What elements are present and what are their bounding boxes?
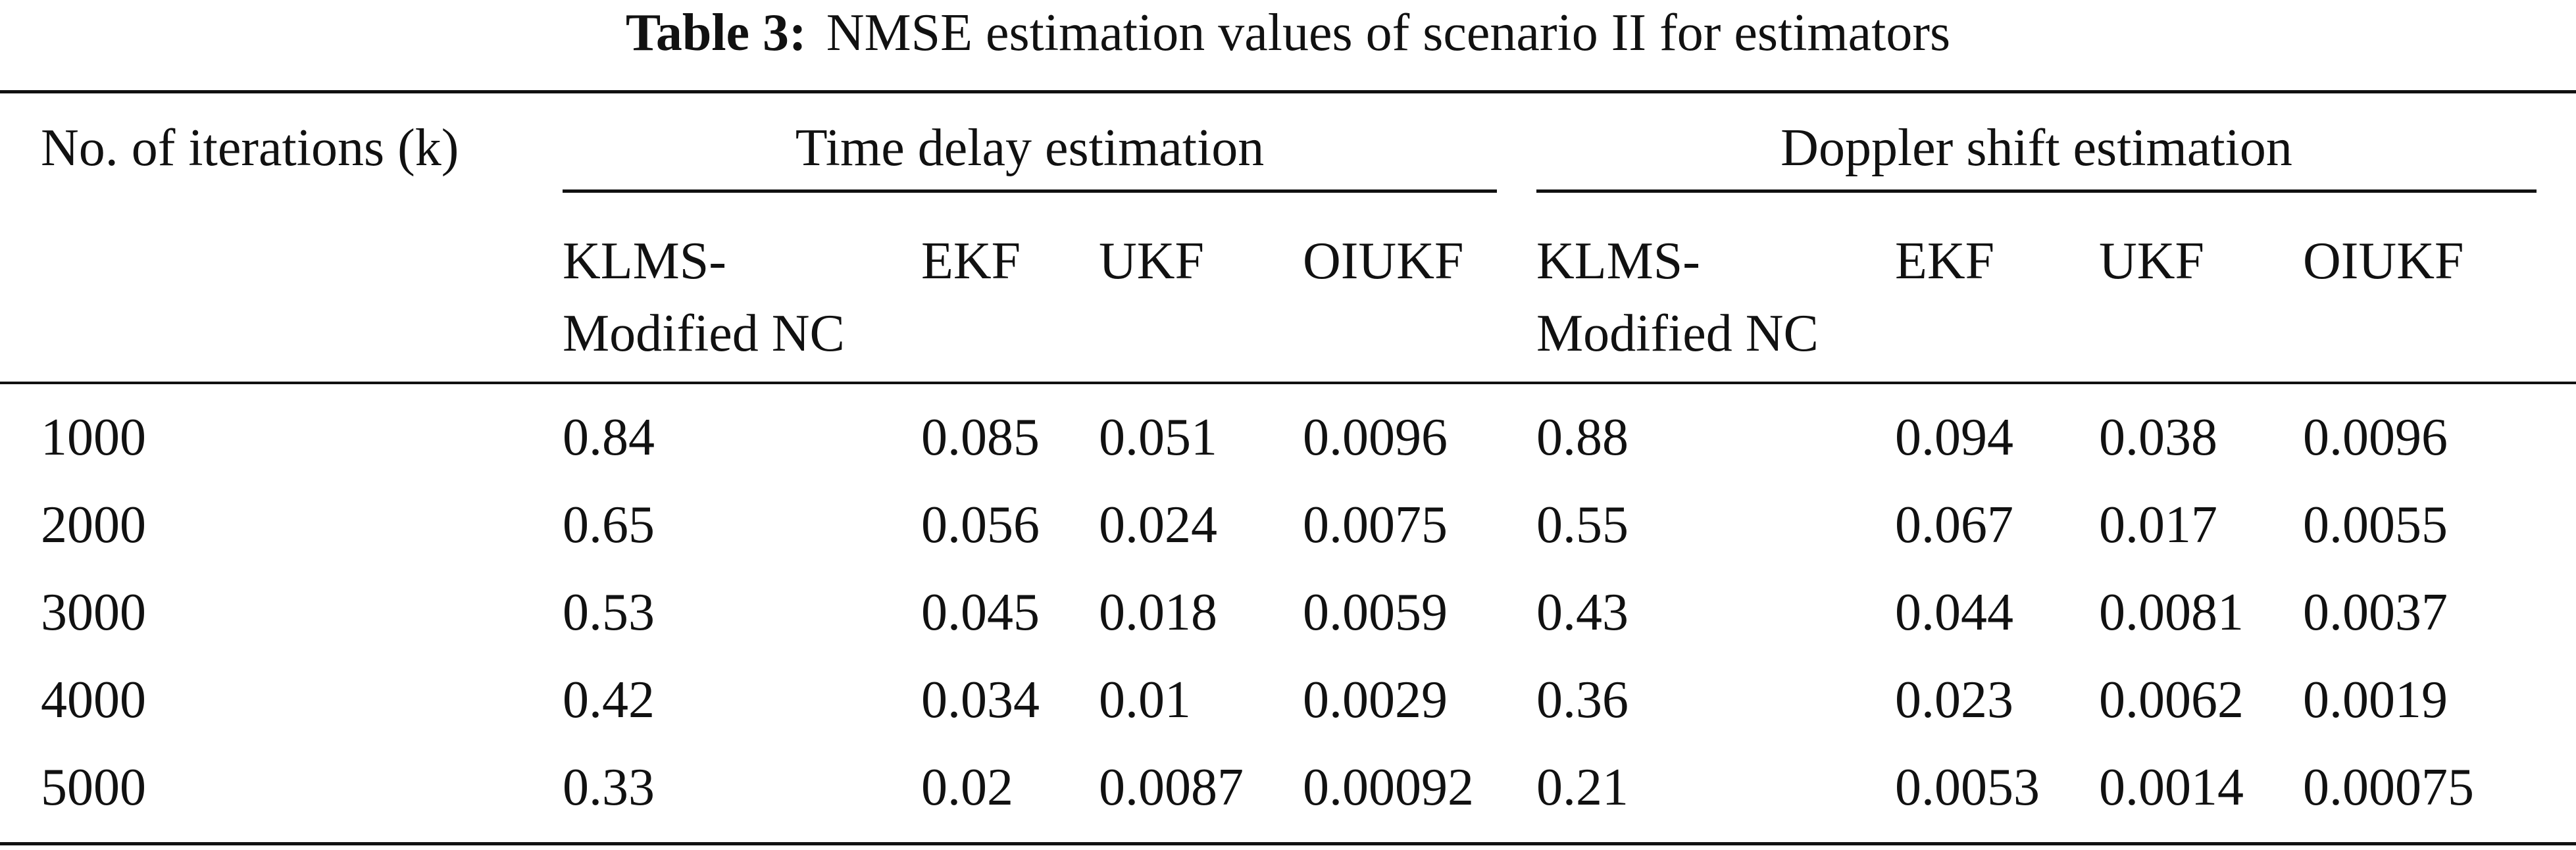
table-cell: 0.0096 bbox=[1303, 409, 1448, 466]
column-header-time-klms: KLMS- Modified NC bbox=[563, 225, 845, 370]
caption-label: Table 3: bbox=[625, 4, 807, 62]
table-cell: 0.085 bbox=[921, 409, 1040, 466]
column-header-doppler-oiukf: OIUKF bbox=[2303, 225, 2463, 297]
table-cell: 0.65 bbox=[563, 496, 655, 554]
row-iterations: 3000 bbox=[41, 584, 146, 641]
table-cell: 0.55 bbox=[1536, 496, 1629, 554]
column-header-line: UKF bbox=[1099, 232, 1205, 290]
column-header-line: KLMS- bbox=[563, 232, 726, 290]
group-header-time-delay: Time delay estimation bbox=[795, 119, 1265, 177]
row-iterations: 1000 bbox=[41, 409, 146, 466]
row-iterations: 2000 bbox=[41, 496, 146, 554]
column-header-doppler-ukf: UKF bbox=[2099, 225, 2204, 297]
table-header-rule bbox=[0, 382, 2576, 384]
table-cell: 0.00092 bbox=[1303, 759, 1474, 816]
table-cell: 0.017 bbox=[2099, 496, 2217, 554]
table-cell: 0.038 bbox=[2099, 409, 2217, 466]
column-header-doppler-ekf: EKF bbox=[1895, 225, 1994, 297]
column-header-doppler-klms: KLMS- Modified NC bbox=[1536, 225, 1819, 370]
column-header-line: KLMS- bbox=[1536, 232, 1700, 290]
column-header-time-oiukf: OIUKF bbox=[1303, 225, 1463, 297]
table-cell: 0.0014 bbox=[2099, 759, 2244, 816]
table-caption: Table 3: NMSE estimation values of scenar… bbox=[0, 0, 2576, 84]
column-header-line: UKF bbox=[2099, 232, 2205, 290]
group-rule-doppler-shift bbox=[1536, 189, 2537, 193]
table-cell: 0.024 bbox=[1099, 496, 1217, 554]
table-cell: 0.36 bbox=[1536, 671, 1629, 729]
column-header-line: OIUKF bbox=[2303, 232, 2464, 290]
table-cell: 0.43 bbox=[1536, 584, 1629, 641]
table-cell: 0.034 bbox=[921, 671, 1040, 729]
row-iterations: 4000 bbox=[41, 671, 146, 729]
column-header-line: EKF bbox=[921, 232, 1021, 290]
table-cell: 0.0062 bbox=[2099, 671, 2244, 729]
column-header-line: Modified NC bbox=[563, 305, 845, 362]
table-cell: 0.056 bbox=[921, 496, 1040, 554]
table-cell: 0.21 bbox=[1536, 759, 1629, 816]
column-header-line: OIUKF bbox=[1303, 232, 1464, 290]
table-cell: 0.045 bbox=[921, 584, 1040, 641]
table-cell: 0.84 bbox=[563, 409, 655, 466]
table-cell: 0.0019 bbox=[2303, 671, 2448, 729]
column-header-line: EKF bbox=[1895, 232, 1995, 290]
table-cell: 0.0096 bbox=[2303, 409, 2448, 466]
row-header-label: No. of iterations (k) bbox=[41, 119, 459, 177]
column-header-line: Modified NC bbox=[1536, 305, 1819, 362]
table-cell: 0.067 bbox=[1895, 496, 2013, 554]
table-cell: 0.0029 bbox=[1303, 671, 1448, 729]
table-cell: 0.018 bbox=[1099, 584, 1217, 641]
caption-text: NMSE estimation values of scenario II fo… bbox=[826, 4, 1951, 62]
table-cell: 0.42 bbox=[563, 671, 655, 729]
table-cell: 0.53 bbox=[563, 584, 655, 641]
table-cell: 0.044 bbox=[1895, 584, 2013, 641]
table-cell: 0.094 bbox=[1895, 409, 2013, 466]
table-cell: 0.0055 bbox=[2303, 496, 2448, 554]
row-iterations: 5000 bbox=[41, 759, 146, 816]
table-cell: 0.0075 bbox=[1303, 496, 1448, 554]
group-header-doppler-shift: Doppler shift estimation bbox=[1780, 119, 2292, 177]
table-cell: 0.0053 bbox=[1895, 759, 2040, 816]
table-cell: 0.0081 bbox=[2099, 584, 2244, 641]
column-header-time-ekf: EKF bbox=[921, 225, 1021, 297]
table-cell: 0.01 bbox=[1099, 671, 1191, 729]
group-rule-time-delay bbox=[563, 189, 1497, 193]
table-cell: 0.051 bbox=[1099, 409, 1217, 466]
table-cell: 0.00075 bbox=[2303, 759, 2474, 816]
table-cell: 0.02 bbox=[921, 759, 1013, 816]
table-top-rule bbox=[0, 90, 2576, 93]
table-bottom-rule bbox=[0, 842, 2576, 845]
table-cell: 0.0087 bbox=[1099, 759, 1244, 816]
table-cell: 0.88 bbox=[1536, 409, 1629, 466]
table-cell: 0.0037 bbox=[2303, 584, 2448, 641]
table-cell: 0.33 bbox=[563, 759, 655, 816]
column-header-time-ukf: UKF bbox=[1099, 225, 1204, 297]
table-cell: 0.0059 bbox=[1303, 584, 1448, 641]
table-cell: 0.023 bbox=[1895, 671, 2013, 729]
